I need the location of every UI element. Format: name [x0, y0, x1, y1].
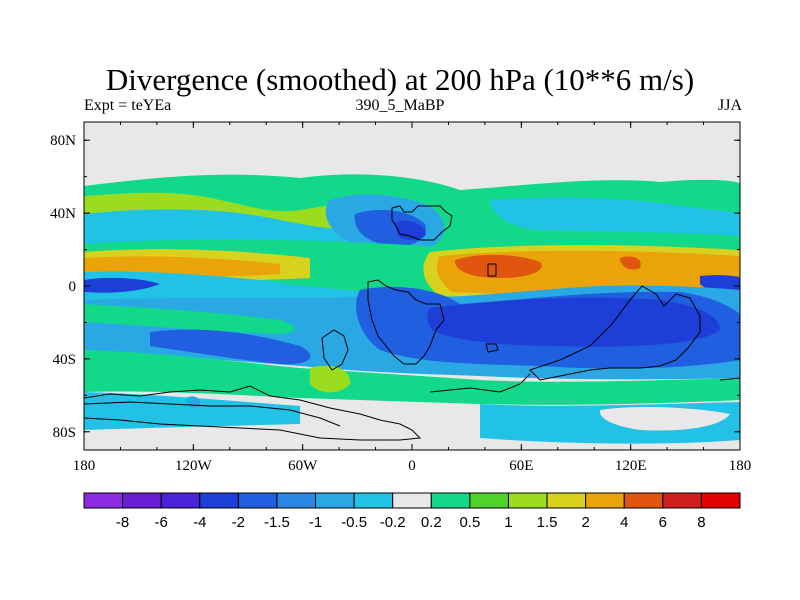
coastline-australia-asia: [529, 285, 701, 381]
chart-title: Divergence (smoothed) at 200 hPa (10**6 …: [105, 62, 695, 97]
colorbar-label: -2: [232, 514, 245, 531]
colorbar-label: 6: [659, 514, 667, 531]
colorbar-swatch: [700, 492, 741, 509]
colorbar-swatch: [83, 492, 124, 509]
contour-eq-blue-west: [84, 277, 160, 293]
contour-shm-cyan-south: [84, 392, 300, 430]
colorbar-label: 2: [581, 514, 589, 531]
colorbar-swatch: [623, 492, 664, 509]
colorbar-label: 1.5: [537, 514, 558, 531]
x-tick-label: 0: [408, 458, 416, 474]
colorbar-label: -0.5: [341, 514, 367, 531]
coastline-antarctica-1: [84, 385, 422, 441]
experiment-label: Expt = teYEa: [84, 97, 172, 114]
coastline-africa-europe: [367, 279, 445, 365]
coastline-asia-north: [391, 205, 453, 241]
contour-eq-cyan: [84, 271, 380, 304]
coastline-outlines: [84, 205, 740, 441]
colorbar: -8 -6 -4 -2 -1.5 -1 -0.5 -0.2 0.2 0.5 1 1.5 2 4 6 8: [83, 492, 741, 531]
contour-shm-grey-1: [357, 402, 470, 430]
colorbar-swatch: [160, 492, 201, 509]
y-tick-label: 80S: [53, 425, 76, 441]
colorbar-swatch: [507, 492, 548, 509]
colorbar-swatch: [662, 492, 702, 509]
colorbar-swatch: [237, 492, 278, 509]
y-tick-label: 40N: [50, 206, 76, 222]
contour-trop-red-core: [454, 254, 542, 278]
contour-trop-red-small: [620, 256, 641, 270]
coastline-sea-shape: [429, 373, 531, 393]
colorbar-swatch: [430, 492, 471, 509]
season-label: JJA: [717, 97, 742, 114]
colorbar-swatch: [276, 492, 317, 509]
x-tick-label: 60E: [509, 458, 533, 474]
contour-sh-green-west: [84, 304, 295, 334]
colorbar-swatch: [122, 492, 162, 509]
colorbar-swatch: [392, 492, 432, 509]
colorbar-label: 1: [504, 514, 512, 531]
x-tick-label: 120W: [175, 458, 213, 474]
y-tick-label: 0: [69, 279, 77, 295]
coastline-east-edge: [719, 377, 740, 381]
x-tick-label: 120E: [615, 458, 647, 474]
contour-nh-cyan-2: [490, 197, 740, 236]
contour-nh-cyan-1: [84, 209, 390, 250]
colorbar-label: -0.2: [380, 514, 406, 531]
x-tick-label: 180: [73, 458, 96, 474]
colorbar-label: 0.2: [421, 514, 442, 531]
x-tick-label: 60W: [288, 458, 318, 474]
colorbar-swatch: [199, 492, 239, 509]
coastline-indian-ocean: [485, 343, 499, 353]
colorbar-swatch: [353, 492, 394, 509]
y-tick-label: 80N: [50, 133, 76, 149]
colorbar-swatch: [469, 492, 509, 509]
colorbar-swatch: [585, 492, 625, 509]
contour-sh-blue-west: [150, 329, 311, 365]
colorbar-swatch: [315, 492, 355, 509]
coastline-south-america-west: [321, 329, 349, 371]
contour-shm-green: [84, 350, 740, 405]
colorbar-label: -6: [155, 514, 168, 531]
contour-shm-grey-2: [599, 407, 730, 431]
colorbar-label: -8: [116, 514, 129, 531]
colorbar-label: -4: [193, 514, 206, 531]
contour-shm-yellowgreen: [310, 365, 351, 393]
contour-nh-darkblue: [395, 220, 426, 241]
colorbar-swatch: [546, 492, 587, 509]
colorbar-label: -1: [309, 514, 322, 531]
coastline-antarctica-2: [84, 401, 341, 427]
contour-sh-darkblue: [427, 297, 720, 347]
colorbar-label: 0.5: [459, 514, 480, 531]
period-label: 390_5_MaBP: [355, 97, 445, 114]
x-axis: 180 120W 60W 0 60E 120E 180: [73, 122, 752, 474]
y-tick-label: 40S: [53, 352, 76, 368]
colorbar-label: 8: [697, 514, 705, 531]
coastline-small-island: [487, 263, 497, 277]
colorbar-label: 4: [620, 514, 628, 531]
colorbar-label: -1.5: [264, 514, 290, 531]
x-tick-label: 180: [729, 458, 752, 474]
y-axis: 80N 40N 0 40S 80S: [50, 133, 740, 441]
